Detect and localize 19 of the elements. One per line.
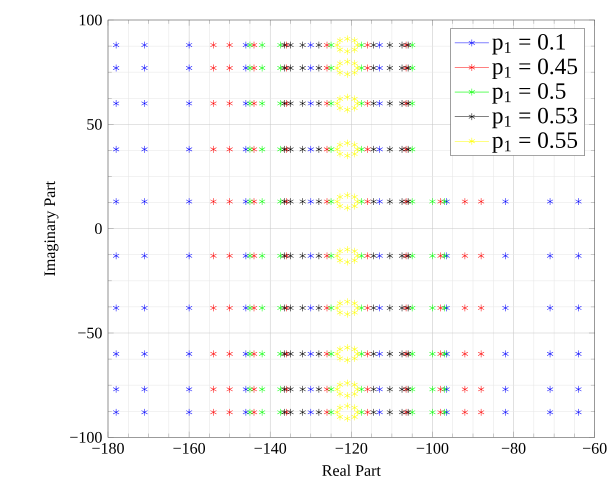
x-tick-label: −80 bbox=[502, 442, 526, 454]
x-axis-title: Real Part bbox=[322, 464, 381, 476]
x-tick-label: −160 bbox=[173, 442, 206, 454]
x-tick-label: −180 bbox=[92, 442, 124, 454]
legend-label: p$_{1}$ = 0.53 bbox=[492, 108, 578, 128]
y-tick-label: 100 bbox=[80, 14, 102, 26]
legend-label: p$_{1}$ = 0.45 bbox=[492, 58, 578, 80]
legend-label: p$_{1}$ = 0.1 bbox=[492, 34, 565, 54]
y-axis-title: Imaginary Part bbox=[44, 180, 58, 276]
x-tick-label: −100 bbox=[416, 442, 448, 454]
x-tick-label: −140 bbox=[254, 442, 286, 454]
y-tick-label: −100 bbox=[70, 432, 102, 443]
legend-label: p$_{1}$ = 0.55 bbox=[492, 132, 578, 153]
y-tick-label: −50 bbox=[78, 328, 102, 338]
x-tick-label: −60 bbox=[582, 442, 607, 454]
y-tick-label: 0 bbox=[95, 223, 102, 234]
y-tick-label: 50 bbox=[87, 118, 102, 130]
x-tick-label: −120 bbox=[336, 442, 368, 454]
legend-label: p$_{1}$ = 0.5 bbox=[492, 83, 566, 104]
